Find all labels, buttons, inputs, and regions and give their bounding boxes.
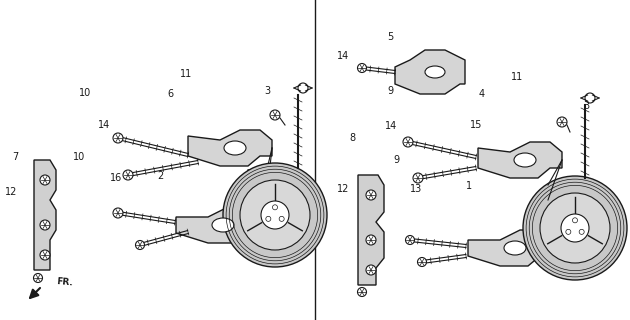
Circle shape [413, 173, 423, 183]
Text: 9: 9 [387, 86, 394, 96]
Ellipse shape [504, 241, 526, 255]
Text: 9: 9 [394, 155, 400, 165]
Text: 11: 11 [180, 68, 192, 79]
Circle shape [240, 180, 310, 250]
Text: 14: 14 [98, 120, 110, 130]
Text: 14: 14 [337, 51, 350, 61]
Ellipse shape [514, 153, 536, 167]
Circle shape [223, 163, 327, 267]
Polygon shape [260, 168, 286, 172]
Text: FR.: FR. [56, 277, 73, 287]
Ellipse shape [425, 66, 445, 78]
Polygon shape [358, 175, 384, 285]
Text: 3: 3 [265, 86, 271, 96]
Circle shape [366, 235, 376, 245]
Circle shape [266, 216, 271, 221]
Polygon shape [468, 230, 552, 266]
Circle shape [357, 63, 367, 73]
Text: 4: 4 [479, 89, 485, 100]
Text: 3: 3 [583, 100, 589, 111]
Polygon shape [176, 207, 260, 243]
Circle shape [135, 241, 144, 250]
Circle shape [366, 265, 376, 275]
Text: 2: 2 [158, 171, 164, 181]
Text: 6: 6 [167, 89, 173, 100]
Circle shape [40, 250, 50, 260]
Polygon shape [246, 168, 290, 222]
Circle shape [573, 218, 578, 223]
Circle shape [33, 274, 42, 283]
Text: 10: 10 [79, 88, 91, 98]
Polygon shape [395, 50, 465, 94]
Polygon shape [546, 183, 590, 237]
Text: 7: 7 [13, 152, 19, 162]
Polygon shape [188, 130, 272, 166]
Polygon shape [538, 210, 546, 220]
Circle shape [270, 110, 280, 120]
Circle shape [113, 208, 123, 218]
Text: 15: 15 [469, 120, 482, 130]
Circle shape [579, 229, 584, 234]
Text: 10: 10 [72, 152, 85, 162]
Text: 1: 1 [466, 180, 472, 191]
Ellipse shape [224, 141, 246, 155]
Circle shape [40, 175, 50, 185]
Circle shape [406, 236, 415, 244]
Text: 5: 5 [387, 32, 394, 42]
Text: 14: 14 [384, 121, 397, 132]
Circle shape [123, 170, 133, 180]
Text: 12: 12 [5, 187, 18, 197]
Text: 16: 16 [110, 172, 123, 183]
Circle shape [40, 220, 50, 230]
Polygon shape [238, 195, 246, 205]
Text: 13: 13 [410, 184, 422, 194]
Circle shape [366, 190, 376, 200]
Ellipse shape [212, 218, 234, 232]
Text: 11: 11 [510, 72, 523, 82]
Polygon shape [560, 183, 586, 187]
Circle shape [418, 258, 427, 267]
Text: 12: 12 [337, 184, 350, 194]
Text: 8: 8 [350, 132, 356, 143]
Circle shape [298, 83, 308, 93]
Circle shape [357, 287, 367, 297]
Circle shape [523, 176, 627, 280]
Circle shape [403, 137, 413, 147]
Circle shape [585, 93, 595, 103]
Circle shape [566, 229, 571, 234]
Circle shape [273, 205, 278, 210]
Circle shape [261, 201, 289, 229]
Polygon shape [478, 142, 562, 178]
Circle shape [561, 214, 589, 242]
Circle shape [557, 117, 567, 127]
Polygon shape [34, 160, 56, 270]
Circle shape [113, 133, 123, 143]
Circle shape [540, 193, 610, 263]
Circle shape [279, 216, 284, 221]
